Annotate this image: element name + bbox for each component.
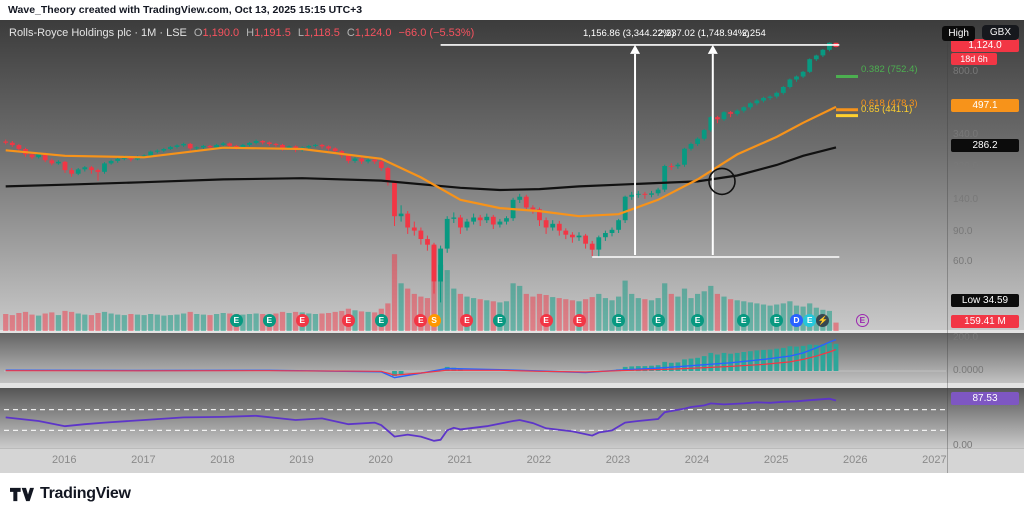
fib-extension-label[interactable]: 2,237.02 (1,748.94%) [658, 28, 750, 39]
earnings-marker[interactable]: E [612, 314, 626, 327]
price-tick: 90.0 [953, 226, 973, 238]
fib-extension-label[interactable]: 1,156.86 (3,344.22%) [583, 28, 675, 39]
year-label: 2017 [131, 454, 156, 466]
fib-extension-label[interactable]: 2,254 [742, 28, 766, 39]
open-label: O [193, 27, 203, 39]
symbol-title[interactable]: Rolls-Royce Holdings plc · 1M · LSE [9, 27, 187, 39]
earnings-marker[interactable]: E [572, 314, 586, 327]
symbol-legend[interactable]: Rolls-Royce Holdings plc · 1M · LSE O1,1… [9, 27, 474, 39]
price-tick: 340.0 [953, 128, 979, 140]
high-label: H [246, 27, 255, 39]
earnings-marker[interactable]: S [427, 314, 441, 327]
earnings-marker[interactable]: E [262, 314, 276, 327]
price-tick: 220.0 [953, 160, 979, 172]
year-label: 2026 [843, 454, 868, 466]
earnings-marker[interactable]: E [651, 314, 665, 327]
open-value: 1,190.0 [202, 27, 240, 39]
pane2-tick: 0.0000 [953, 365, 984, 376]
earnings-marker[interactable]: E [374, 314, 388, 327]
year-label: 2022 [526, 454, 552, 466]
price-tick: 800.0 [953, 65, 979, 77]
price-tick: 60.0 [953, 255, 973, 267]
earnings-marker[interactable]: E [341, 314, 355, 327]
year-label: 2027 [922, 454, 947, 466]
change-value: −66.0 (−5.53%) [398, 27, 475, 39]
year-label: 2016 [52, 454, 77, 466]
high-value: 1,191.5 [254, 27, 291, 39]
pane-separator[interactable] [0, 330, 1024, 333]
volume-value-badge: 159.41 M [951, 315, 1019, 328]
year-label: 2019 [289, 454, 314, 466]
year-label: 2018 [210, 454, 235, 466]
attribution-text: Wave_Theory created with TradingView.com… [8, 4, 363, 16]
earnings-marker[interactable]: E [295, 314, 309, 327]
price-axis[interactable]: 800.0 340.0 220.0 140.0 90.0 60.0 1,124.0 18d 6… [947, 20, 1024, 473]
year-label: 2021 [447, 454, 472, 466]
fib-level-label[interactable]: 0.65 (441.1) [861, 103, 913, 115]
pane2-tick: 200.0 [953, 332, 979, 343]
fib-level-label[interactable]: 0.618 (478.3) [861, 97, 918, 109]
earnings-marker[interactable]: E [855, 314, 869, 327]
attribution-bar: Wave_Theory created with TradingView.com… [0, 0, 1024, 20]
price-tick: 140.0 [953, 193, 979, 205]
high-marker-badge: High [942, 26, 975, 41]
low-price-badge: Low 34.59 [951, 294, 1019, 308]
time-axis[interactable]: 2016 2017 2018 2019 2020 2021 2022 2023 2024 2025… [0, 448, 1024, 474]
ma-black-value-badge: 286.2 [951, 139, 1019, 153]
ma-orange-value-badge: 497.1 [951, 98, 1019, 112]
year-label: 2023 [605, 454, 631, 466]
last-price-badge: 1,124.0 [951, 39, 1019, 53]
tradingview-logo-text: TradingView [40, 485, 131, 502]
currency-toggle[interactable]: GBX [981, 25, 1019, 40]
tradingview-logo[interactable]: TradingView [10, 485, 131, 503]
close-label: C [346, 27, 355, 39]
tradingview-mark-icon [10, 487, 34, 501]
pane3-tick: 0.00 [953, 440, 973, 451]
year-label: 2024 [684, 454, 710, 466]
fib-level-label[interactable]: 0.382 (752.4) [861, 64, 918, 76]
earnings-marker[interactable]: E [229, 314, 243, 327]
earnings-marker[interactable]: E [539, 314, 553, 327]
close-value: 1,124.0 [354, 27, 392, 39]
year-label: 2020 [368, 454, 393, 466]
low-value: 1,118.5 [303, 27, 340, 39]
pane-separator[interactable] [0, 383, 1024, 388]
indicator-pane-3[interactable] [0, 388, 1024, 448]
pane3-value-badge: 87.53 [951, 392, 1019, 406]
indicator-pane-2[interactable] [0, 333, 1024, 383]
bottom-bar: TradingView [0, 473, 1024, 517]
low-label: L [297, 27, 304, 39]
earnings-marker[interactable]: D [789, 314, 803, 327]
countdown-badge: 18d 6h [951, 53, 997, 66]
year-label: 2025 [763, 454, 789, 466]
